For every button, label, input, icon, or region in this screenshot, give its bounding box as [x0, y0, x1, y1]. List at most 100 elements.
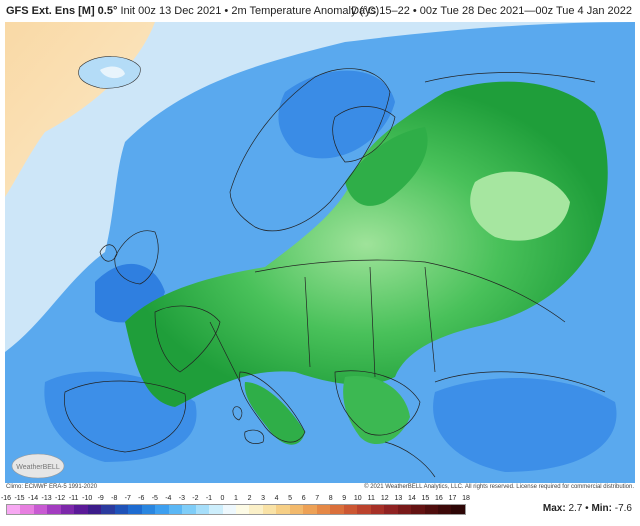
scale-label: 17: [448, 495, 457, 502]
cold-core-turkey: [433, 378, 617, 472]
scale-label: 9: [342, 495, 347, 502]
scale-swatch: [168, 505, 183, 514]
scale-swatch: [47, 505, 61, 514]
scale-label: 15: [421, 495, 430, 502]
scale-label: -3: [178, 495, 185, 502]
model-name: GFS Ext. Ens [M] 0.5°: [6, 5, 118, 17]
scale-swatch: [262, 505, 277, 514]
scale-label: 3: [261, 495, 265, 502]
coastlines: [64, 68, 606, 478]
valid-period: Days 15–22 • 00z Tue 28 Dec 2021—00z Tue…: [351, 5, 632, 17]
scale-swatch: [316, 505, 331, 514]
scale-label: -4: [165, 495, 172, 502]
scale-swatch: [87, 505, 102, 514]
scale-swatch: [128, 505, 142, 514]
weatherbell-logo: WeatherBELL: [11, 453, 65, 479]
scale-label: 5: [288, 495, 293, 502]
scale-swatch: [424, 505, 438, 514]
scale-label: 12: [380, 495, 389, 502]
scale-swatch: [209, 505, 223, 514]
map-header: GFS Ext. Ens [M] 0.5° Init 00z 13 Dec 20…: [0, 0, 640, 22]
scale-swatch: [101, 505, 115, 514]
copyright-credit: © 2021 WeatherBELL Analytics, LLC. All r…: [364, 484, 634, 490]
scale-swatch: [155, 505, 169, 514]
stat-separator: •: [585, 503, 589, 514]
scale-swatch: [330, 505, 344, 514]
scale-swatch: [249, 505, 263, 514]
scale-label: -14: [27, 495, 39, 502]
scale-label: 18: [462, 495, 470, 502]
max-label: Max:: [542, 503, 566, 514]
scale-label: -7: [124, 495, 131, 502]
climo-credit: Climo: ECMWF ERA-5 1991-2020: [6, 484, 98, 490]
scale-swatch: [276, 505, 290, 514]
scale-swatch: [451, 505, 465, 514]
scale-swatch: [384, 505, 398, 514]
green-anomaly-italy: [244, 382, 305, 445]
green-anomaly-baltic: [345, 127, 428, 206]
scale-label: 4: [274, 495, 279, 502]
scale-label: -1: [205, 495, 213, 502]
header-left: GFS Ext. Ens [M] 0.5° Init 00z 13 Dec 20…: [6, 5, 379, 17]
scale-swatch: [60, 505, 75, 514]
scale-label: -2: [192, 495, 199, 502]
scale-label: 14: [407, 495, 416, 502]
color-scale: -16 -15 -14 -13 -12 -11 -10 -9 -8 -7 -6 -5 -4 -3 -2 -1 0…: [1, 495, 470, 519]
scale-label: -15: [14, 495, 25, 502]
scale-label: -10: [82, 495, 93, 502]
scale-swatch: [7, 505, 21, 514]
min-label: Min:: [591, 503, 612, 514]
scale-swatch: [357, 505, 371, 514]
scale-swatch: [411, 505, 425, 514]
scale-swatch: [141, 505, 156, 514]
green-core-russia: [470, 171, 570, 241]
map-canvas: [5, 22, 635, 483]
scale-label: -8: [111, 495, 118, 502]
header-separator: •: [224, 5, 229, 17]
scale-label: -12: [55, 495, 66, 502]
scale-labels: -16 -15 -14 -13 -12 -11 -10 -9 -8 -7 -6 -5 -4 -3 -2 -1 0…: [1, 495, 470, 504]
field-name: 2m Temperature Anomaly (°C): [231, 5, 380, 17]
scale-label: 0: [220, 495, 225, 502]
scale-swatch: [303, 505, 317, 514]
scale-swatch: [370, 505, 385, 514]
green-anomaly-balkans: [343, 376, 410, 445]
max-min-stats: Max: 2.7 • Min: -7.6: [543, 503, 632, 514]
scale-swatch: [114, 505, 129, 514]
cold-core-scandinavia: [278, 70, 395, 159]
scale-swatch: [33, 505, 48, 514]
scale-label: -16: [0, 495, 12, 502]
init-time: Init 00z 13 Dec 2021: [120, 5, 222, 17]
scale-label: -13: [41, 495, 52, 502]
scale-swatch: [20, 505, 34, 514]
scale-swatch: [74, 505, 88, 514]
scale-bar: [6, 504, 466, 515]
scale-swatch: [235, 505, 250, 514]
scale-swatch: [195, 505, 210, 514]
logo-text: WeatherBELL: [16, 464, 60, 471]
scale-swatch: [222, 505, 236, 514]
scale-label: -5: [151, 495, 158, 502]
scale-label: 7: [315, 495, 320, 502]
scale-label: -6: [138, 495, 145, 502]
green-anomaly-main: [125, 81, 608, 407]
max-value: 2.7: [568, 503, 583, 514]
scale-label: -11: [68, 495, 79, 502]
scale-swatch: [343, 505, 358, 514]
scale-label: 10: [353, 495, 362, 502]
min-value: -7.6: [614, 503, 632, 514]
scale-swatch: [289, 505, 304, 514]
scale-label: -9: [97, 495, 104, 502]
scale-swatch: [438, 505, 452, 514]
scale-swatch: [182, 505, 196, 514]
scale-label: 1: [234, 495, 238, 502]
scale-label: 11: [367, 495, 375, 502]
scale-label: 2: [247, 495, 252, 502]
scale-label: 6: [301, 495, 306, 502]
scale-label: 16: [435, 495, 443, 502]
anomaly-map: [5, 22, 635, 483]
scale-label: 8: [328, 495, 333, 502]
iceland-highland: [100, 66, 125, 79]
scale-swatch: [397, 505, 412, 514]
scale-label: 13: [394, 495, 403, 502]
